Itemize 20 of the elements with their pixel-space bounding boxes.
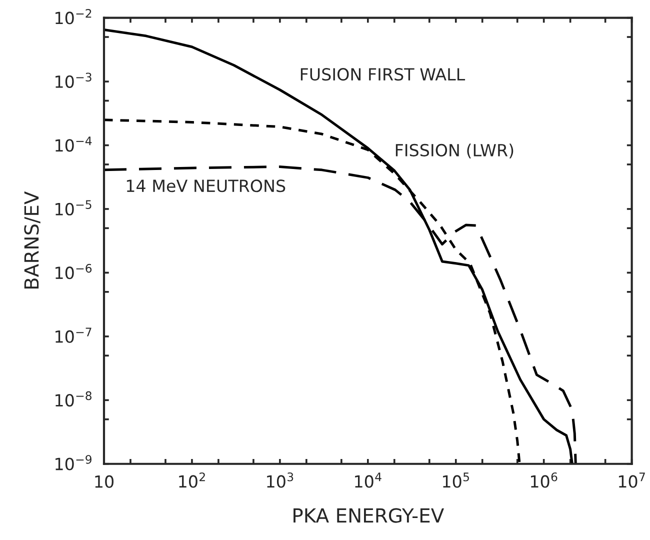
- x-tick-label: 10$^{5}$: [443, 472, 469, 488]
- x-tick-label: 10$^{7}$: [618, 472, 645, 488]
- x-tick-label: 10$^{6}$: [530, 472, 558, 488]
- x-tick-label: 10$^{4}$: [355, 472, 382, 488]
- y-tick-label: 10$^{−3}$: [56, 72, 92, 88]
- y-tick-label: 10$^{−2}$: [56, 8, 92, 24]
- y-tick-label: 10$^{−6}$: [56, 264, 92, 280]
- y-tick-label: 10$^{−7}$: [56, 328, 92, 343]
- y-tick-label: 10$^{−8}$: [56, 391, 92, 407]
- x-tick-label: 10: [95, 475, 114, 488]
- series-label: FUSION FIRST WALL: [300, 68, 466, 81]
- y-tick-label: 10$^{−5}$: [56, 200, 92, 216]
- x-tick-label: 10$^{3}$: [267, 472, 294, 488]
- y-axis-title: BARNS/EV: [24, 191, 40, 289]
- x-tick-label: 10$^{2}$: [179, 472, 205, 488]
- y-tick-label: 10$^{−4}$: [56, 136, 92, 152]
- series-label: FISSION (LWR): [396, 144, 514, 158]
- y-tick-label: 10$^{−9}$: [56, 455, 92, 470]
- x-axis-title: PKA ENERGY-EV: [294, 508, 444, 523]
- series-label: 14 MeV NEUTRONS: [126, 180, 286, 192]
